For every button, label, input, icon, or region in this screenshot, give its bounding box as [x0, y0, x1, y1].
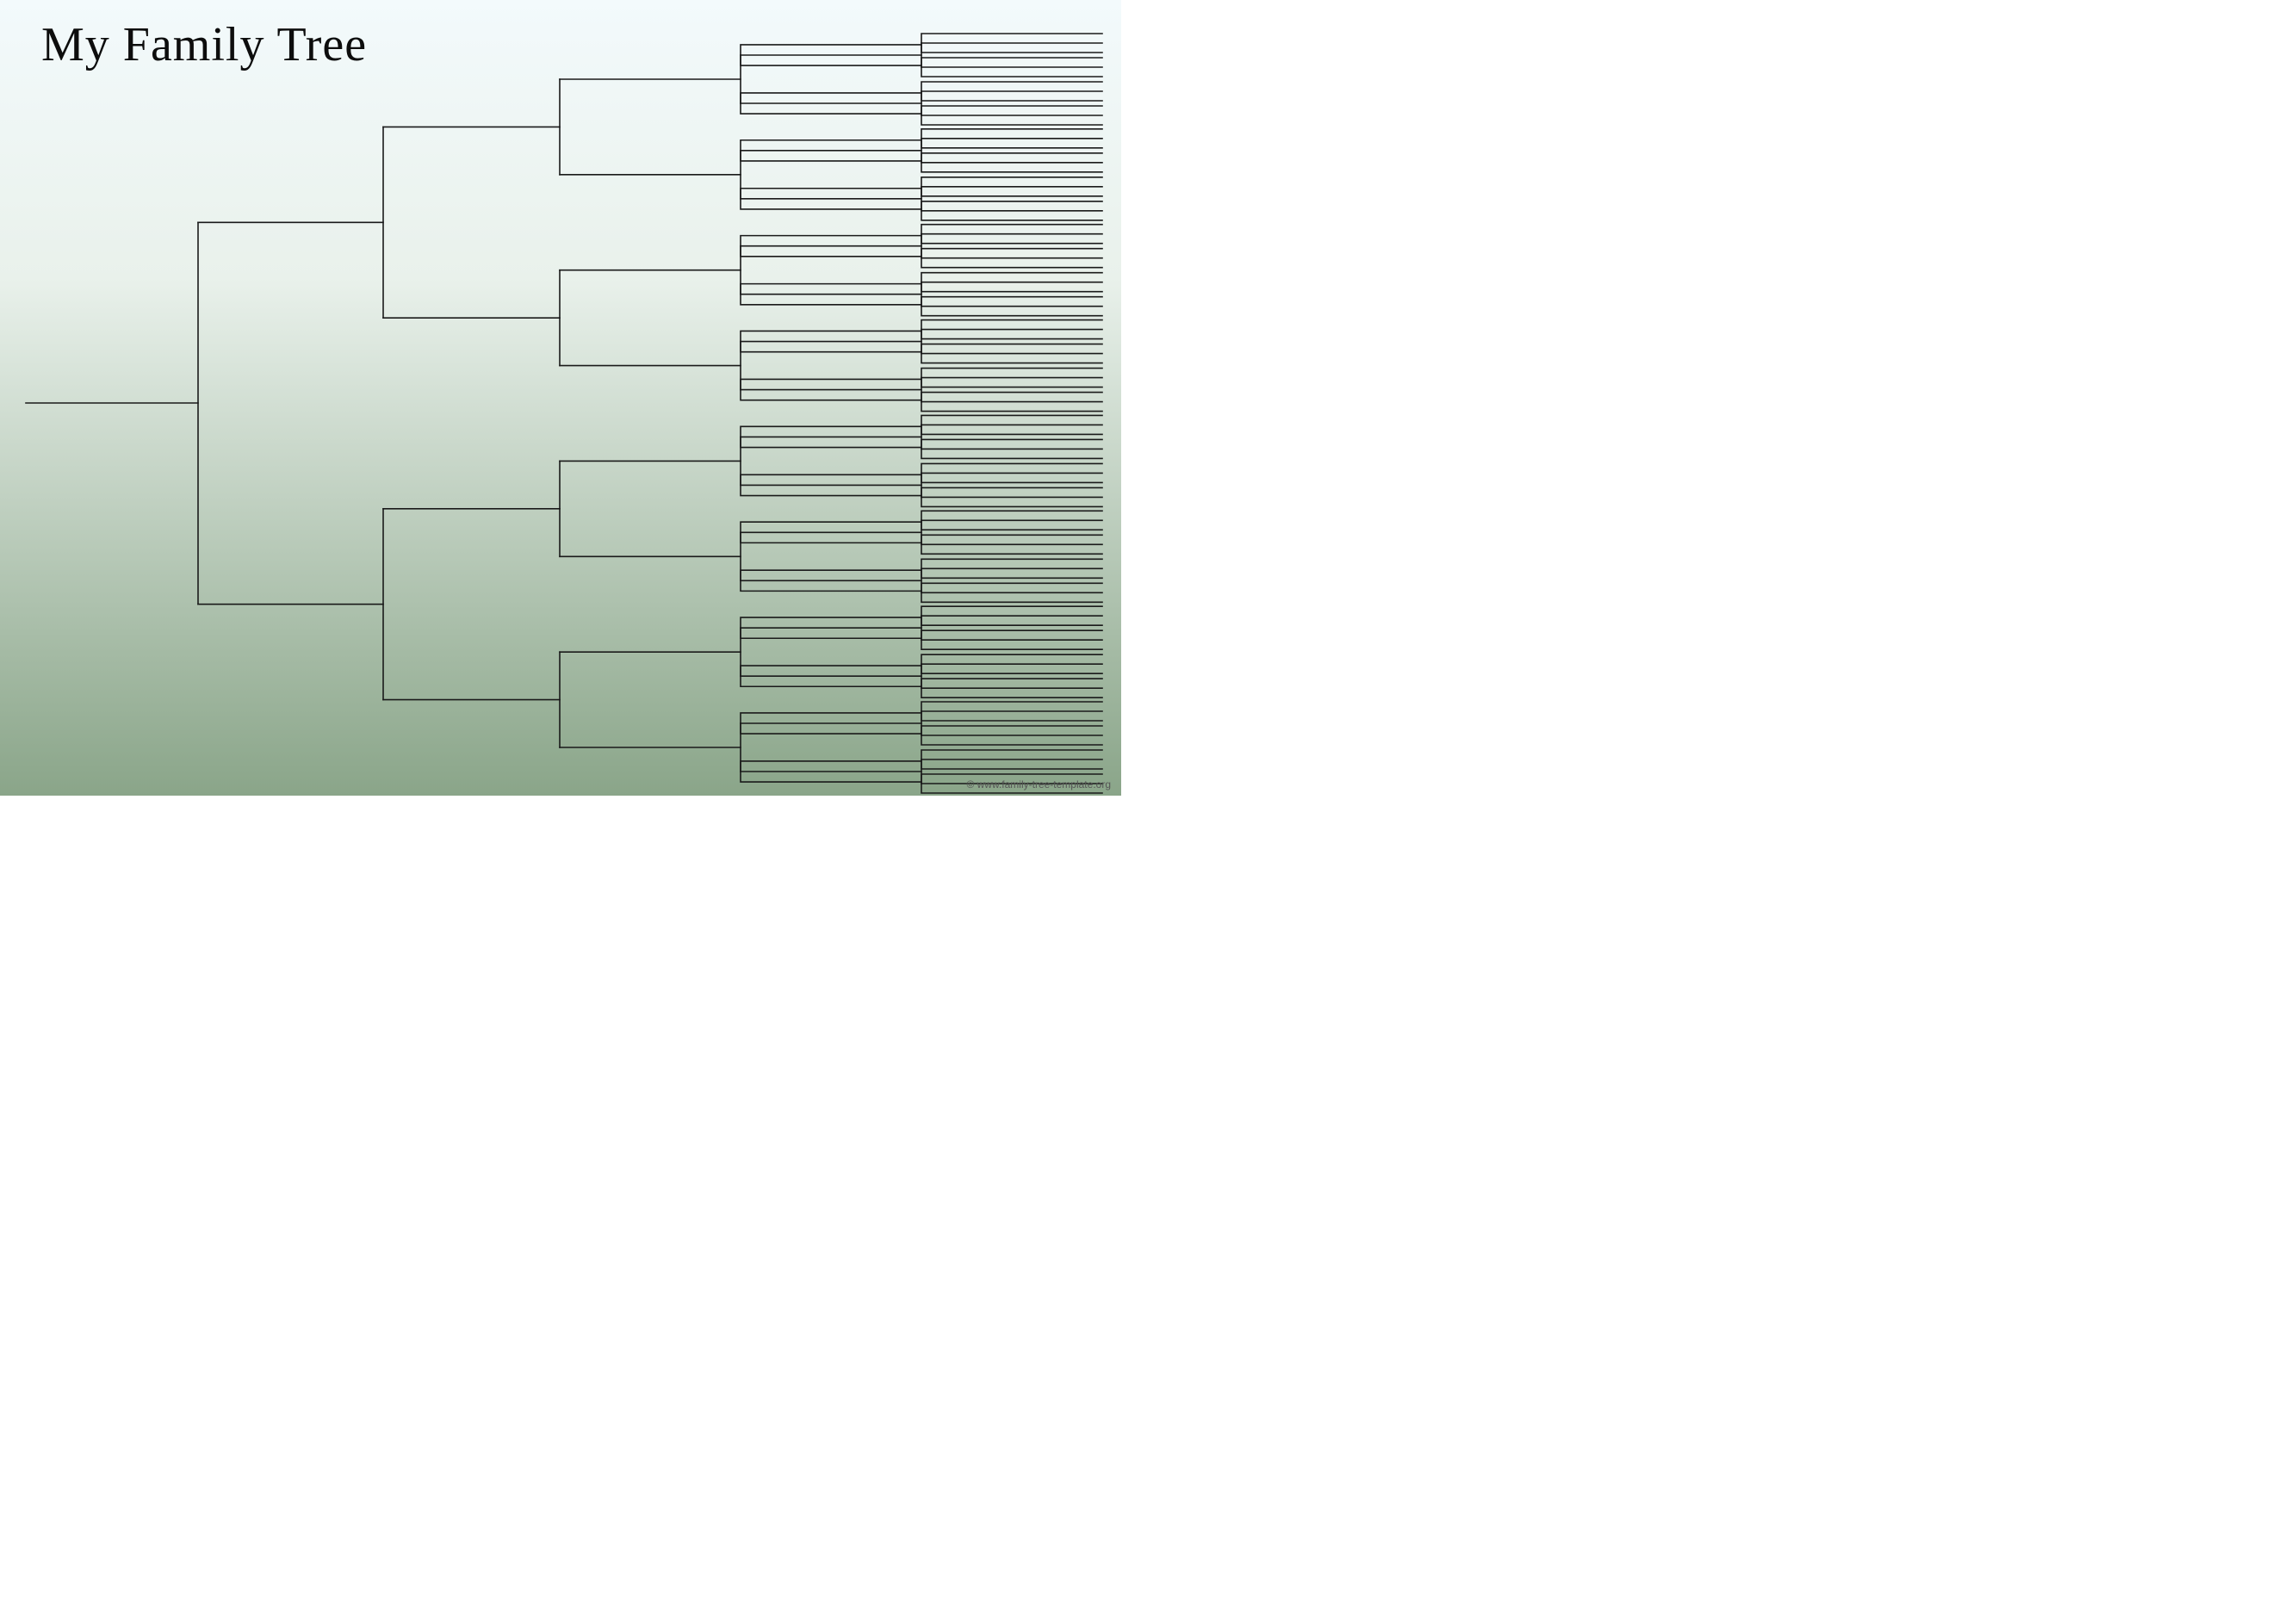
family-tree-page: My Family Tree © www.family-tree-templat… [0, 0, 1121, 796]
page-title: My Family Tree [41, 17, 367, 72]
tree-diagram [0, 0, 1121, 796]
credit-line: © www.family-tree-template.org [966, 778, 1111, 790]
